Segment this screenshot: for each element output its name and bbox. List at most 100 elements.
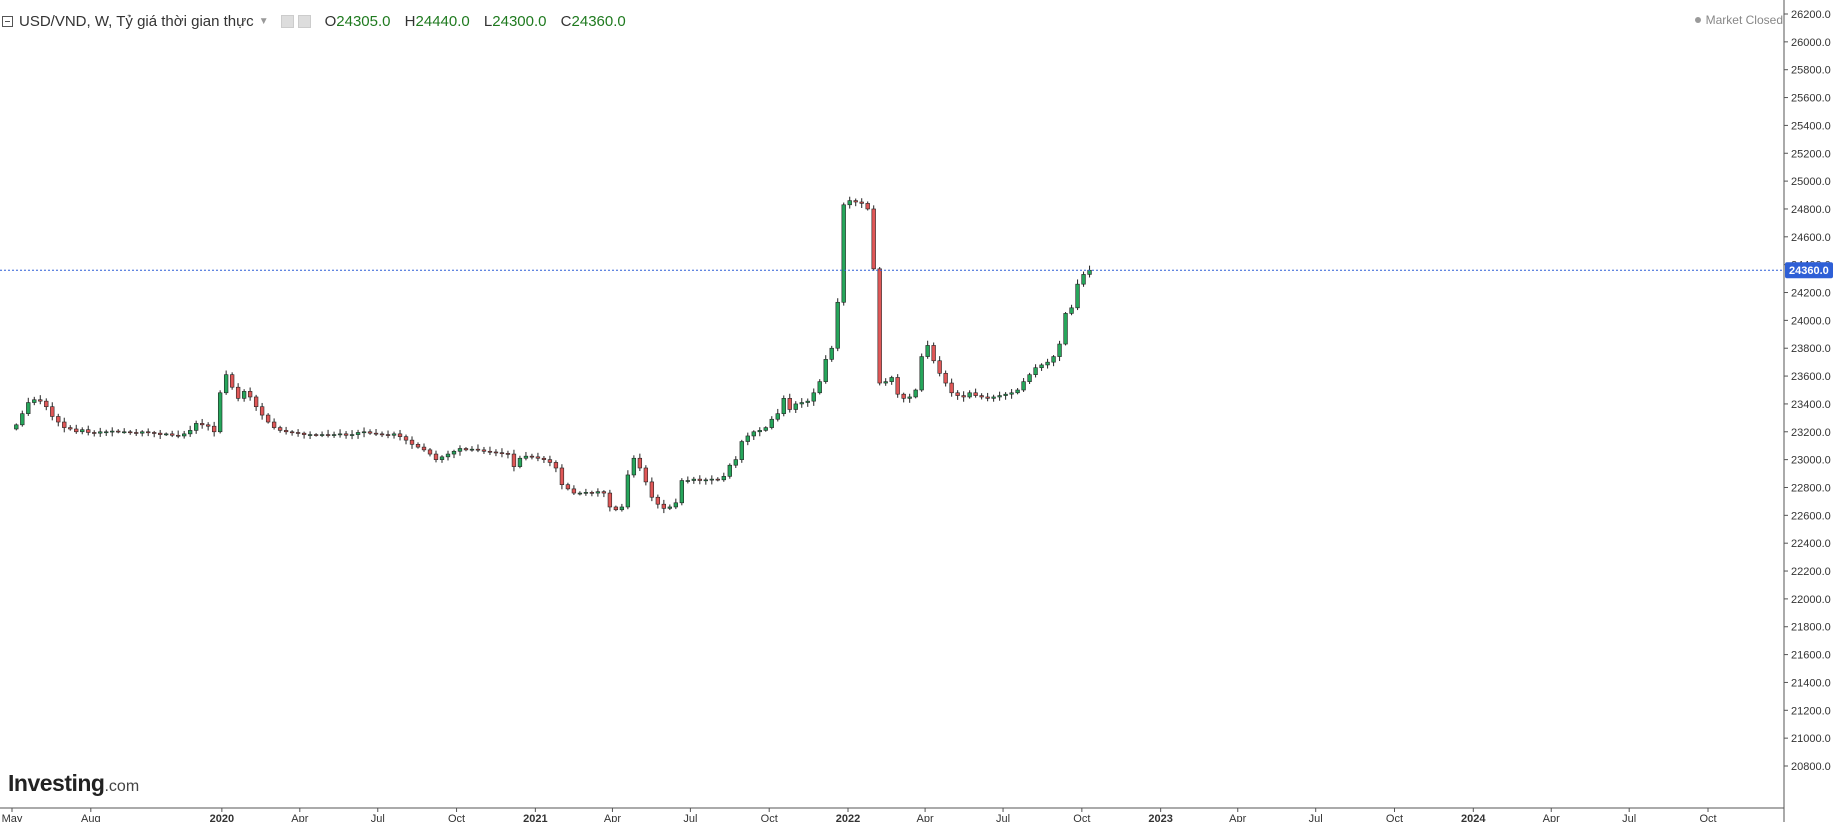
candle-up <box>337 433 343 436</box>
candle-up <box>667 506 673 509</box>
candles-group <box>14 196 1092 514</box>
ohlc-open-key: O <box>324 12 337 30</box>
candle-up <box>913 389 918 398</box>
y-tick-label: 21200.0 <box>1791 705 1831 717</box>
candle-down <box>475 448 481 451</box>
x-tick-label: Oct <box>1386 813 1403 822</box>
candle-down <box>787 398 792 410</box>
candle-down <box>463 448 469 451</box>
candle-up <box>619 506 625 511</box>
candle-up <box>319 434 325 436</box>
status-dot-icon <box>1694 17 1701 23</box>
candle-down <box>152 432 157 434</box>
candle-down <box>643 467 649 483</box>
candle-down <box>271 421 277 428</box>
candle-down <box>529 455 535 458</box>
candle-down <box>481 449 487 452</box>
candle-down <box>289 431 295 434</box>
candle-down <box>955 392 960 396</box>
price-badge-box <box>1785 262 1833 279</box>
x-tick-label: Jul <box>1622 813 1636 822</box>
candle-up <box>679 480 684 504</box>
candle-up <box>14 424 19 430</box>
candle-down <box>961 395 966 398</box>
collapse-toggle-icon[interactable] <box>2 15 13 27</box>
candle-down <box>901 393 906 399</box>
candle-down <box>649 481 655 498</box>
candle-down <box>589 492 595 494</box>
x-tick-label: 2020 <box>210 813 234 822</box>
ohlc-high-key: H <box>404 12 416 30</box>
candle-down <box>871 208 876 270</box>
market-status-label: Market Closed <box>1705 13 1783 27</box>
candle-up <box>1063 313 1068 345</box>
candle-up <box>847 200 852 206</box>
candle-down <box>68 427 73 430</box>
candle-up <box>469 448 475 451</box>
settings-icon[interactable] <box>280 14 294 28</box>
candle-up <box>32 399 37 403</box>
logo-main-text: Investing <box>8 770 105 796</box>
candle-up <box>1051 356 1056 363</box>
candle-down <box>277 427 283 431</box>
candle-down <box>283 430 289 433</box>
symbol-title[interactable]: USD/VND, W, Tỷ giá thời gian thực <box>19 12 254 30</box>
remove-icon[interactable] <box>297 14 311 28</box>
x-tick-label: May <box>2 813 23 822</box>
candle-up <box>769 418 774 428</box>
y-axis: 26200.0 26000.0 25800.0 25600.0 25400.0 25200… <box>1784 9 1831 773</box>
y-tick-label: 24800.0 <box>1791 204 1831 216</box>
x-tick-label: Jul <box>371 813 385 822</box>
candle-down <box>50 406 55 417</box>
candle-down <box>949 382 954 394</box>
ohlc-close-key: C <box>560 12 572 30</box>
candle-up <box>307 434 313 436</box>
x-tick-label: Oct <box>448 813 465 822</box>
candle-down <box>499 452 505 454</box>
x-tick-label: 2023 <box>1148 813 1172 822</box>
candle-up <box>194 423 199 431</box>
y-tick-label: 21000.0 <box>1791 733 1831 745</box>
candle-up <box>775 413 780 420</box>
candle-up <box>709 478 714 481</box>
candle-up <box>451 450 457 455</box>
candle-down <box>979 395 984 398</box>
candle-up <box>763 427 768 431</box>
candle-down <box>229 374 235 388</box>
candle-down <box>74 428 79 433</box>
candle-up <box>625 474 631 508</box>
chevron-down-icon[interactable]: ▼ <box>258 15 269 27</box>
candle-up <box>1009 392 1014 395</box>
candle-down <box>116 430 121 433</box>
ohlc-close-value: 24360.0 <box>571 12 626 30</box>
candle-up <box>727 464 732 477</box>
candle-up <box>164 433 169 436</box>
candle-down <box>937 360 942 374</box>
candle-up <box>517 457 523 467</box>
candle-up <box>140 431 145 434</box>
candle-down <box>170 433 175 436</box>
y-tick-label: 21600.0 <box>1791 650 1831 662</box>
candle-down <box>385 434 391 436</box>
candle-up <box>122 431 127 434</box>
candle-up <box>1039 364 1044 369</box>
ohlc-values: O24305.0 H24440.0 L24300.0 C24360.0 <box>325 13 636 30</box>
candle-up <box>841 204 846 303</box>
candle-down <box>493 451 499 454</box>
candle-down <box>547 459 553 463</box>
candle-up <box>104 431 109 434</box>
y-tick-label: 26000.0 <box>1791 37 1831 49</box>
candle-up <box>349 434 355 436</box>
candle-down <box>931 345 936 362</box>
candle-down <box>535 456 541 459</box>
candle-down <box>62 421 67 428</box>
candle-up <box>20 413 25 426</box>
candle-down <box>301 432 307 435</box>
market-status: Market Closed <box>1694 13 1783 27</box>
candle-up <box>182 433 187 437</box>
x-tick-label: Aug <box>81 813 101 822</box>
candle-down <box>134 432 139 434</box>
y-tick-label: 23600.0 <box>1791 371 1831 383</box>
candle-up <box>1081 274 1086 285</box>
ohlc-high-value: 24440.0 <box>415 12 470 30</box>
